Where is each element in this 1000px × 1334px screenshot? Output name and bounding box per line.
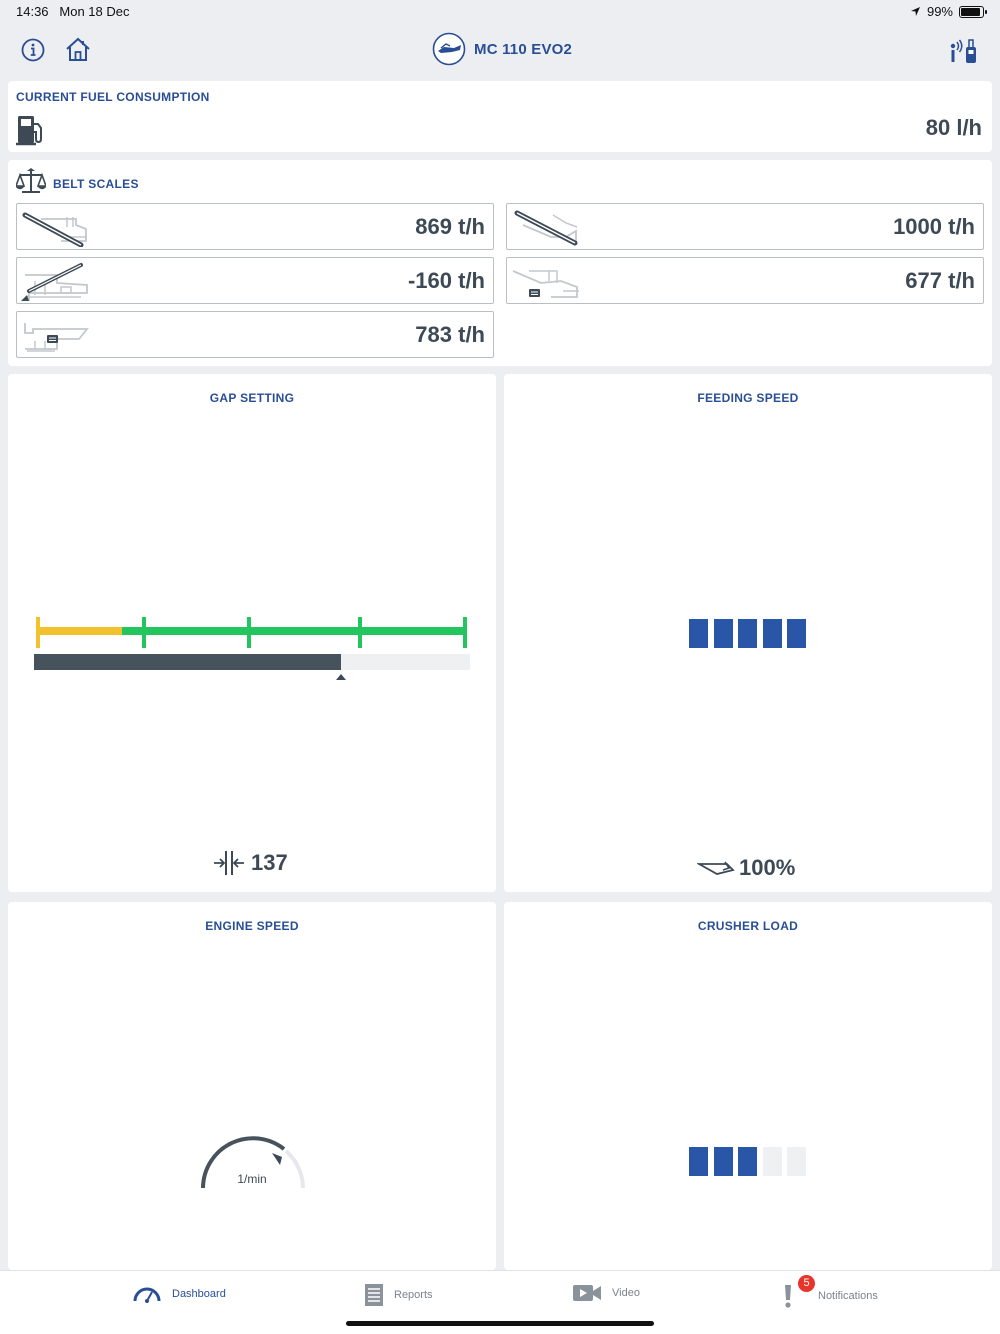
engine-speed-title: ENGINE SPEED bbox=[205, 919, 299, 933]
belt-scale-2-value: 1000 t/h bbox=[893, 214, 975, 239]
crusher-load-segments bbox=[689, 1147, 809, 1176]
info-icon bbox=[21, 38, 45, 62]
feed-conveyor-icon bbox=[24, 323, 89, 352]
engine-speed-gauge bbox=[201, 1136, 305, 1189]
gap-setting-gauge bbox=[34, 617, 470, 680]
battery-icon bbox=[959, 5, 987, 18]
belt-scale-1[interactable]: 869 t/h bbox=[16, 203, 494, 250]
fuel-value: 80 l/h bbox=[925, 115, 982, 140]
feeding-speed-card: FEEDING SPEED 100% bbox=[504, 374, 992, 892]
engine-speed-unit: 1/min bbox=[237, 1172, 267, 1186]
feeding-speed-title: FEEDING SPEED bbox=[697, 391, 799, 405]
top-bar: MC 110 EVO2 bbox=[0, 24, 1000, 76]
belt-scale-5-value: 783 t/h bbox=[415, 322, 485, 347]
gap-setting-title: GAP SETTING bbox=[209, 391, 295, 405]
belt-scale-3-value: -160 t/h bbox=[407, 268, 485, 293]
fines-conveyor-icon bbox=[512, 270, 579, 298]
machine-title-text: MC 110 EVO2 bbox=[474, 40, 573, 58]
crusher-load-segment bbox=[689, 1147, 708, 1176]
feeding-speed-segments bbox=[689, 619, 809, 648]
machine-title[interactable]: MC 110 EVO2 bbox=[432, 32, 572, 66]
machine-logo-icon bbox=[432, 32, 466, 66]
crusher-load-card: CRUSHER LOAD bbox=[504, 902, 992, 1270]
belt-scale-4[interactable]: 677 t/h bbox=[506, 257, 984, 304]
crusher-load-segment bbox=[713, 1147, 733, 1176]
gap-bar-fill bbox=[34, 654, 341, 670]
location-arrow-icon bbox=[910, 7, 920, 16]
tab-reports[interactable]: Reports bbox=[364, 1283, 433, 1307]
gap-range-green bbox=[122, 627, 466, 635]
crusher-load-segment bbox=[762, 1147, 782, 1176]
speedometer-icon bbox=[133, 1287, 161, 1303]
feeding-speed-segment bbox=[787, 619, 806, 648]
main-conveyor-icon bbox=[22, 212, 87, 247]
notifications-badge: 5 bbox=[798, 1275, 815, 1292]
status-bar: 14:36 Mon 18 Dec 99% bbox=[0, 0, 1000, 24]
feeding-value: 100% bbox=[739, 855, 796, 880]
status-right: 99% bbox=[910, 4, 987, 19]
gap-range-yellow bbox=[38, 627, 122, 635]
feeding-speed-segment bbox=[762, 619, 782, 648]
fuel-title: CURRENT FUEL CONSUMPTION bbox=[16, 90, 210, 104]
tab-dashboard-label: Dashboard bbox=[172, 1288, 226, 1300]
remote-control-button[interactable] bbox=[947, 34, 979, 66]
gap-value-row: 137 bbox=[213, 850, 288, 876]
belt-scale-5[interactable]: 783 t/h bbox=[16, 311, 494, 358]
home-indicator bbox=[346, 1321, 654, 1326]
engine-speed-card: ENGINE SPEED 1/min bbox=[8, 902, 496, 1270]
list-icon bbox=[365, 1284, 383, 1306]
status-time: 14:36 Mon 18 Dec bbox=[16, 4, 129, 19]
status-date: Mon 18 Dec bbox=[59, 4, 130, 19]
gap-setting-card: GAP SETTING 137 bbox=[8, 374, 496, 892]
feeding-value-row: 100% bbox=[697, 855, 795, 881]
battery-percent: 99% bbox=[926, 4, 953, 19]
tab-video-label: Video bbox=[612, 1287, 640, 1299]
return-conveyor-icon bbox=[21, 263, 88, 301]
exclamation-icon bbox=[785, 1285, 791, 1308]
tab-notifications-label: Notifications bbox=[818, 1290, 878, 1302]
belt-scale-1-value: 869 t/h bbox=[415, 214, 485, 239]
tab-notifications[interactable]: Notifications 5 bbox=[782, 1275, 878, 1309]
remote-control-icon bbox=[950, 39, 976, 63]
video-camera-icon bbox=[573, 1285, 601, 1301]
home-icon bbox=[66, 37, 90, 61]
tab-reports-label: Reports bbox=[394, 1289, 433, 1301]
feeder-icon bbox=[697, 861, 735, 875]
scales-icon bbox=[16, 168, 46, 193]
fuel-pump-icon bbox=[16, 116, 42, 146]
belt-scale-4-value: 677 t/h bbox=[905, 268, 975, 293]
crusher-load-segment bbox=[787, 1147, 806, 1176]
gap-value: 137 bbox=[251, 850, 288, 875]
feeding-speed-segment bbox=[738, 619, 757, 648]
fuel-consumption-card: CURRENT FUEL CONSUMPTION 80 l/h bbox=[8, 81, 992, 152]
feeding-speed-segment bbox=[713, 619, 733, 648]
gap-width-icon bbox=[214, 851, 244, 875]
info-button[interactable] bbox=[17, 34, 49, 66]
belt-scales-title: BELT SCALES bbox=[53, 177, 139, 191]
tab-dashboard[interactable]: Dashboard bbox=[132, 1283, 226, 1305]
status-clock: 14:36 bbox=[16, 4, 49, 19]
belt-scales-card: BELT SCALES 869 t/h 1000 t/h -160 t/h bbox=[8, 160, 992, 366]
crusher-load-segment bbox=[738, 1147, 757, 1176]
feeding-speed-segment bbox=[689, 619, 708, 648]
belt-scale-3[interactable]: -160 t/h bbox=[16, 257, 494, 304]
belt-scale-2[interactable]: 1000 t/h bbox=[506, 203, 984, 250]
home-button[interactable] bbox=[62, 34, 94, 66]
tab-video[interactable]: Video bbox=[572, 1283, 640, 1303]
gap-marker-icon bbox=[336, 674, 346, 680]
side-conveyor-icon bbox=[514, 210, 578, 246]
crusher-load-title: CRUSHER LOAD bbox=[697, 919, 799, 933]
